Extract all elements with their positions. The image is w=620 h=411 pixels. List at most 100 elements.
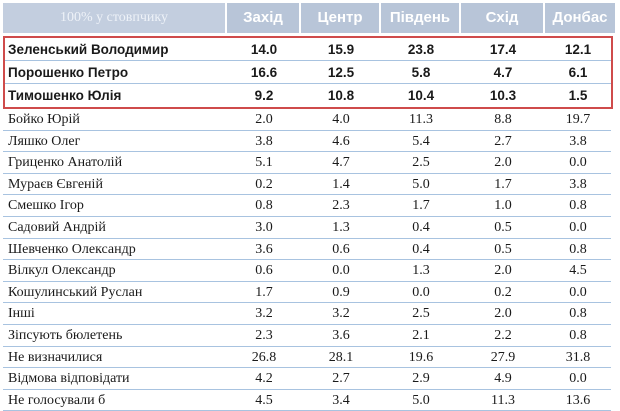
region-value: 2.0: [494, 306, 512, 322]
region-value: 27.9: [490, 349, 516, 365]
region-value: 11.3: [491, 392, 515, 408]
other-candidates: Бойко Юрій 2.0 4.0 11.3 8.8 19.7 Ляшко Олег 3.8…: [3, 109, 611, 411]
region-value: 5.1: [255, 155, 273, 171]
region-value: 16.6: [250, 65, 278, 80]
region-value: 3.4: [332, 392, 350, 408]
header-region-west: Захід: [227, 3, 301, 33]
region-value: 3.8: [569, 133, 587, 149]
region-value: 0.2: [494, 284, 512, 300]
region-value: 0.6: [255, 263, 273, 279]
region-value: 0.0: [569, 155, 587, 171]
region-value: 19.6: [408, 349, 434, 365]
table-row: Не голосували б 4.5 3.4 5.0 11.3 13.6: [3, 390, 611, 411]
region-value: 2.2: [494, 327, 512, 343]
region-value: 3.8: [569, 176, 587, 192]
region-value: 3.6: [332, 327, 350, 343]
region-value: 0.8: [569, 241, 587, 257]
candidate-name: Мураєв Євгеній: [8, 176, 103, 192]
candidate-name: Кошулинський Руслан: [8, 284, 143, 300]
region-value: 2.0: [494, 155, 512, 171]
candidate-name: Інші: [8, 306, 35, 322]
region-value: 3.6: [255, 241, 273, 257]
region-value: 5.8: [411, 65, 431, 80]
region-value: 1.5: [568, 88, 588, 103]
region-value: 3.0: [255, 219, 273, 235]
table-header: 100% у стовпчику Захід Центр Південь Схі…: [3, 3, 615, 33]
header-region-donbas: Донбас: [545, 3, 615, 33]
region-value: 0.6: [332, 241, 350, 257]
region-value: 3.2: [332, 306, 350, 322]
candidate-name: Вілкул Олександр: [8, 263, 116, 279]
region-value: 28.1: [328, 349, 354, 365]
region-value: 0.4: [412, 219, 430, 235]
candidate-name: Ляшко Олег: [8, 133, 81, 149]
region-value: 0.8: [569, 198, 587, 214]
region-value: 1.3: [412, 263, 430, 279]
region-value: 4.9: [494, 371, 512, 387]
region-value: 0.8: [569, 306, 587, 322]
table-row: Порошенко Петро 16.6 12.5 5.8 4.7 6.1: [5, 61, 611, 84]
region-value: 2.9: [412, 371, 430, 387]
region-value: 19.7: [565, 112, 591, 127]
region-value: 0.4: [412, 241, 430, 257]
candidate-name: Не визначилися: [8, 349, 103, 365]
region-value: 0.0: [332, 263, 350, 279]
table-row: Садовий Андрій 3.0 1.3 0.4 0.5 0.0: [3, 217, 611, 239]
table-row: Тимошенко Юлія 9.2 10.8 10.4 10.3 1.5: [5, 84, 611, 107]
region-value: 4.6: [332, 133, 350, 149]
region-value: 6.1: [568, 65, 588, 80]
candidate-name: Зеленський Володимир: [8, 42, 169, 57]
region-value: 4.2: [255, 371, 273, 387]
table-row: Гриценко Анатолій 5.1 4.7 2.5 2.0 0.0: [3, 152, 611, 174]
header-region-south: Південь: [381, 3, 461, 33]
region-value: 0.2: [255, 176, 273, 192]
region-value: 14.0: [250, 42, 278, 57]
region-value: 4.5: [255, 392, 273, 408]
table-row: Відмова відповідати 4.2 2.7 2.9 4.9 0.0: [3, 368, 611, 390]
region-value: 17.4: [489, 42, 517, 57]
candidate-name: Не голосували б: [8, 392, 106, 408]
candidate-name: Відмова відповідати: [8, 371, 130, 387]
candidate-name: Гриценко Анатолій: [8, 155, 123, 171]
region-value: 8.8: [494, 112, 512, 127]
table-row: Бойко Юрій 2.0 4.0 11.3 8.8 19.7: [3, 109, 611, 131]
poll-results-table: 100% у стовпчику Захід Центр Південь Схі…: [3, 3, 615, 411]
region-value: 12.1: [564, 42, 592, 57]
table-row: Зіпсують бюлетень 2.3 3.6 2.1 2.2 0.8: [3, 325, 611, 347]
region-value: 2.0: [255, 112, 273, 127]
table-row: Смешко Ігор 0.8 2.3 1.7 1.0 0.8: [3, 195, 611, 217]
region-value: 2.5: [412, 155, 430, 171]
region-value: 5.0: [412, 176, 430, 192]
region-value: 0.5: [494, 241, 512, 257]
region-value: 0.0: [569, 371, 587, 387]
table-caption: 100% у стовпчику: [3, 3, 227, 33]
region-value: 0.8: [569, 327, 587, 343]
region-value: 1.7: [494, 176, 512, 192]
region-value: 10.3: [489, 88, 517, 103]
region-value: 11.3: [409, 112, 433, 127]
region-value: 9.2: [254, 88, 274, 103]
region-value: 0.8: [255, 198, 273, 214]
table-row: Мураєв Євгеній 0.2 1.4 5.0 1.7 3.8: [3, 174, 611, 196]
region-value: 12.5: [327, 65, 355, 80]
region-value: 1.7: [255, 284, 273, 300]
candidate-name: Шевченко Олександр: [8, 241, 136, 257]
table-row: Ляшко Олег 3.8 4.6 5.4 2.7 3.8: [3, 131, 611, 153]
region-value: 4.7: [493, 65, 513, 80]
candidate-name: Смешко Ігор: [8, 198, 84, 214]
region-value: 3.2: [255, 306, 273, 322]
table-row: Не визначилися 26.8 28.1 19.6 27.9 31.8: [3, 347, 611, 369]
region-value: 2.0: [494, 263, 512, 279]
region-value: 10.4: [407, 88, 435, 103]
region-value: 1.7: [412, 198, 430, 214]
table-row: Інші 3.2 3.2 2.5 2.0 0.8: [3, 303, 611, 325]
region-value: 1.4: [332, 176, 350, 192]
region-value: 0.0: [412, 284, 430, 300]
region-value: 0.0: [569, 284, 587, 300]
region-value: 0.9: [332, 284, 350, 300]
region-value: 4.7: [332, 155, 350, 171]
region-value: 10.8: [327, 88, 355, 103]
region-value: 0.5: [494, 219, 512, 235]
table-row: Зеленський Володимир 14.0 15.9 23.8 17.4 12.1: [5, 38, 611, 61]
table-row: Кошулинський Руслан 1.7 0.9 0.0 0.2 0.0: [3, 282, 611, 304]
